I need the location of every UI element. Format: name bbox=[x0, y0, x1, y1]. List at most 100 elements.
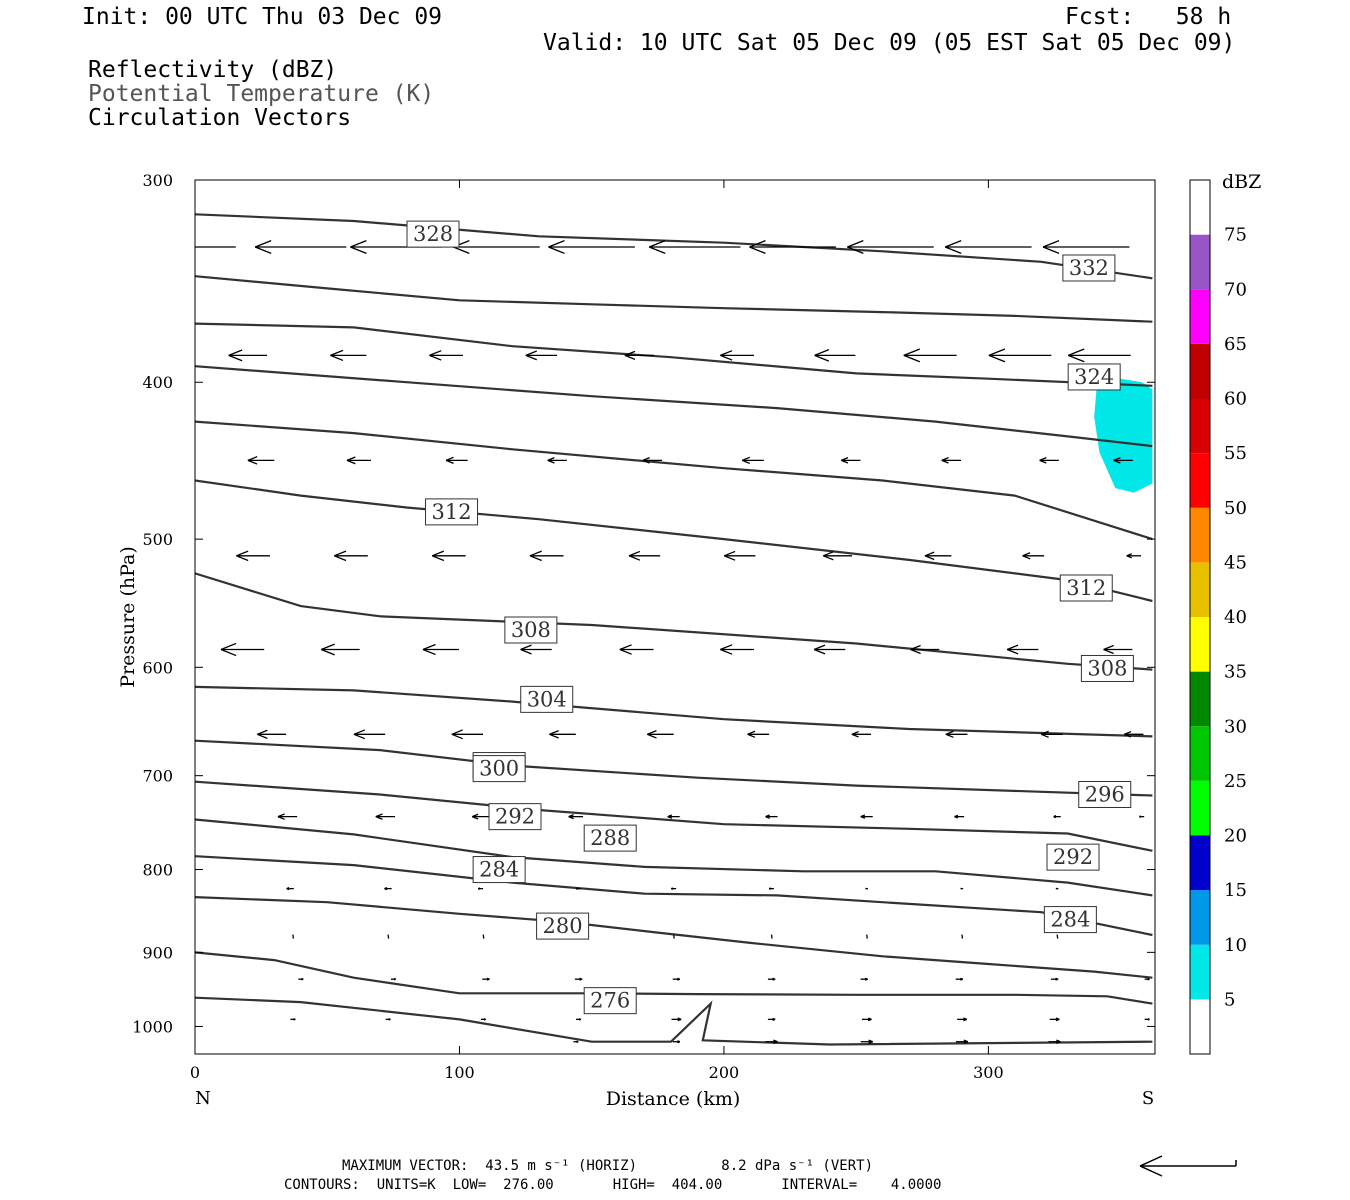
circulation-vector bbox=[945, 730, 968, 738]
colorbar-segment bbox=[1190, 507, 1210, 563]
circulation-vector bbox=[385, 1018, 391, 1021]
circulation-vector bbox=[672, 977, 681, 981]
circulation-vector bbox=[628, 550, 661, 561]
circulation-vector bbox=[286, 887, 294, 891]
contour-label-box bbox=[504, 616, 558, 644]
contour-label-box bbox=[1067, 363, 1121, 391]
contour-label-box bbox=[1046, 843, 1100, 871]
isentrope-contours bbox=[195, 213, 1153, 1046]
contour-label-box bbox=[1078, 781, 1132, 809]
reference-vector-arrow bbox=[1139, 1155, 1237, 1177]
colorbar-tick-label: 60 bbox=[1224, 389, 1247, 410]
circulation-vector bbox=[1056, 934, 1059, 939]
circulation-vector bbox=[741, 456, 764, 464]
colorbar-tick-label: 25 bbox=[1224, 771, 1247, 792]
colorbar-title: dBZ bbox=[1222, 171, 1261, 193]
contour-label-304: 304 bbox=[527, 687, 567, 711]
circulation-vector bbox=[770, 934, 773, 939]
colorbar-tick-label: 35 bbox=[1224, 662, 1247, 683]
circulation-vector bbox=[477, 887, 484, 890]
circulation-vector bbox=[220, 642, 265, 657]
circulation-vector bbox=[1103, 644, 1133, 655]
x-tick-label: 200 bbox=[709, 1063, 740, 1082]
colorbar-tick-label: 30 bbox=[1224, 716, 1247, 737]
circulation-vector bbox=[765, 814, 778, 819]
contour-label-280: 280 bbox=[543, 914, 583, 938]
circulation-vector bbox=[228, 349, 268, 362]
circulation-vector bbox=[860, 977, 868, 981]
y-tick-label: 1000 bbox=[132, 1017, 173, 1036]
contour-label-284: 284 bbox=[479, 858, 519, 882]
reflectivity-field bbox=[1094, 378, 1153, 493]
circulation-vector bbox=[573, 1040, 579, 1044]
colorbar-segment bbox=[1190, 234, 1210, 290]
circulation-vector bbox=[445, 456, 468, 464]
contour-label-312: 312 bbox=[1066, 576, 1106, 600]
circulation-vector bbox=[720, 350, 754, 361]
circulation-vector bbox=[957, 1017, 967, 1022]
circulation-vector bbox=[529, 550, 564, 562]
circulation-vector bbox=[1139, 815, 1145, 818]
colorbar-segment bbox=[1190, 180, 1210, 235]
circulation-vector bbox=[575, 887, 581, 890]
circulation-vector bbox=[673, 934, 675, 939]
contour-label-328: 328 bbox=[413, 222, 453, 246]
contour-label-box bbox=[583, 987, 637, 1015]
circulation-vector bbox=[480, 1018, 486, 1021]
circulation-vector bbox=[422, 643, 459, 656]
circulation-vector bbox=[860, 814, 873, 819]
y-tick-label: 400 bbox=[142, 373, 173, 392]
circulation-vector bbox=[451, 729, 483, 740]
circulation-vector bbox=[353, 729, 386, 740]
y-tick-label: 300 bbox=[142, 171, 173, 190]
circulation-vector bbox=[648, 240, 741, 255]
circulation-vector bbox=[277, 813, 298, 820]
circulation-vector bbox=[549, 730, 576, 739]
contour-label-box bbox=[520, 685, 574, 713]
colorbar-segment bbox=[1190, 617, 1210, 672]
circulation-vector bbox=[647, 730, 674, 739]
circulation-vector bbox=[431, 550, 466, 562]
contour-label-292: 292 bbox=[1053, 845, 1093, 869]
circulation-vector bbox=[944, 240, 1032, 255]
contour-label-box bbox=[1062, 254, 1116, 282]
circulation-vector bbox=[960, 887, 964, 890]
colorbar-below-5 bbox=[1190, 999, 1210, 1054]
circulation-vector bbox=[767, 977, 776, 981]
circulation-vector bbox=[924, 551, 952, 561]
isentrope-292 bbox=[195, 818, 1153, 897]
circulation-vector bbox=[851, 731, 872, 738]
colorbar-segment bbox=[1190, 726, 1210, 781]
circulation-vector bbox=[823, 551, 853, 561]
y-tick-label: 900 bbox=[142, 943, 173, 962]
circulation-vector bbox=[667, 814, 680, 819]
contour-label-308: 308 bbox=[511, 618, 551, 642]
contour-label-284: 284 bbox=[1050, 908, 1090, 932]
contour-label-box bbox=[472, 856, 526, 884]
circulation-vector bbox=[1050, 977, 1059, 981]
circulation-vector bbox=[547, 457, 567, 464]
circulation-vector bbox=[955, 1039, 969, 1045]
contour-label-276: 276 bbox=[590, 989, 630, 1013]
circulation-vector bbox=[910, 644, 940, 655]
colorbar-segment bbox=[1190, 562, 1210, 617]
circulation-vector bbox=[1144, 1018, 1150, 1021]
contour-label-box bbox=[536, 912, 590, 940]
circulation-vector bbox=[954, 814, 965, 819]
circulation-vector bbox=[1049, 1017, 1060, 1022]
colorbar-segment bbox=[1190, 453, 1210, 508]
circulation-vector bbox=[346, 456, 371, 465]
colorbar-frame bbox=[1189, 179, 1211, 1055]
colorbar-segment bbox=[1190, 835, 1210, 891]
circulation-vector bbox=[1126, 553, 1142, 559]
axes: 0 100 200 300 300 400 500 600 700 800 900 1000 bbox=[132, 171, 1155, 1082]
circulation-vector bbox=[482, 934, 485, 939]
colorbar-segment bbox=[1190, 398, 1210, 454]
circulation-vector bbox=[1144, 977, 1150, 981]
forecast-hour: Fcst: 58 h bbox=[1065, 4, 1232, 30]
isentrope-328 bbox=[195, 275, 1153, 323]
colorbar-segment bbox=[1190, 289, 1210, 344]
isentrope-296 bbox=[195, 780, 1153, 852]
init-time: Init: 00 UTC Thu 03 Dec 09 bbox=[82, 4, 443, 30]
contour-label-324: 324 bbox=[1074, 365, 1114, 389]
